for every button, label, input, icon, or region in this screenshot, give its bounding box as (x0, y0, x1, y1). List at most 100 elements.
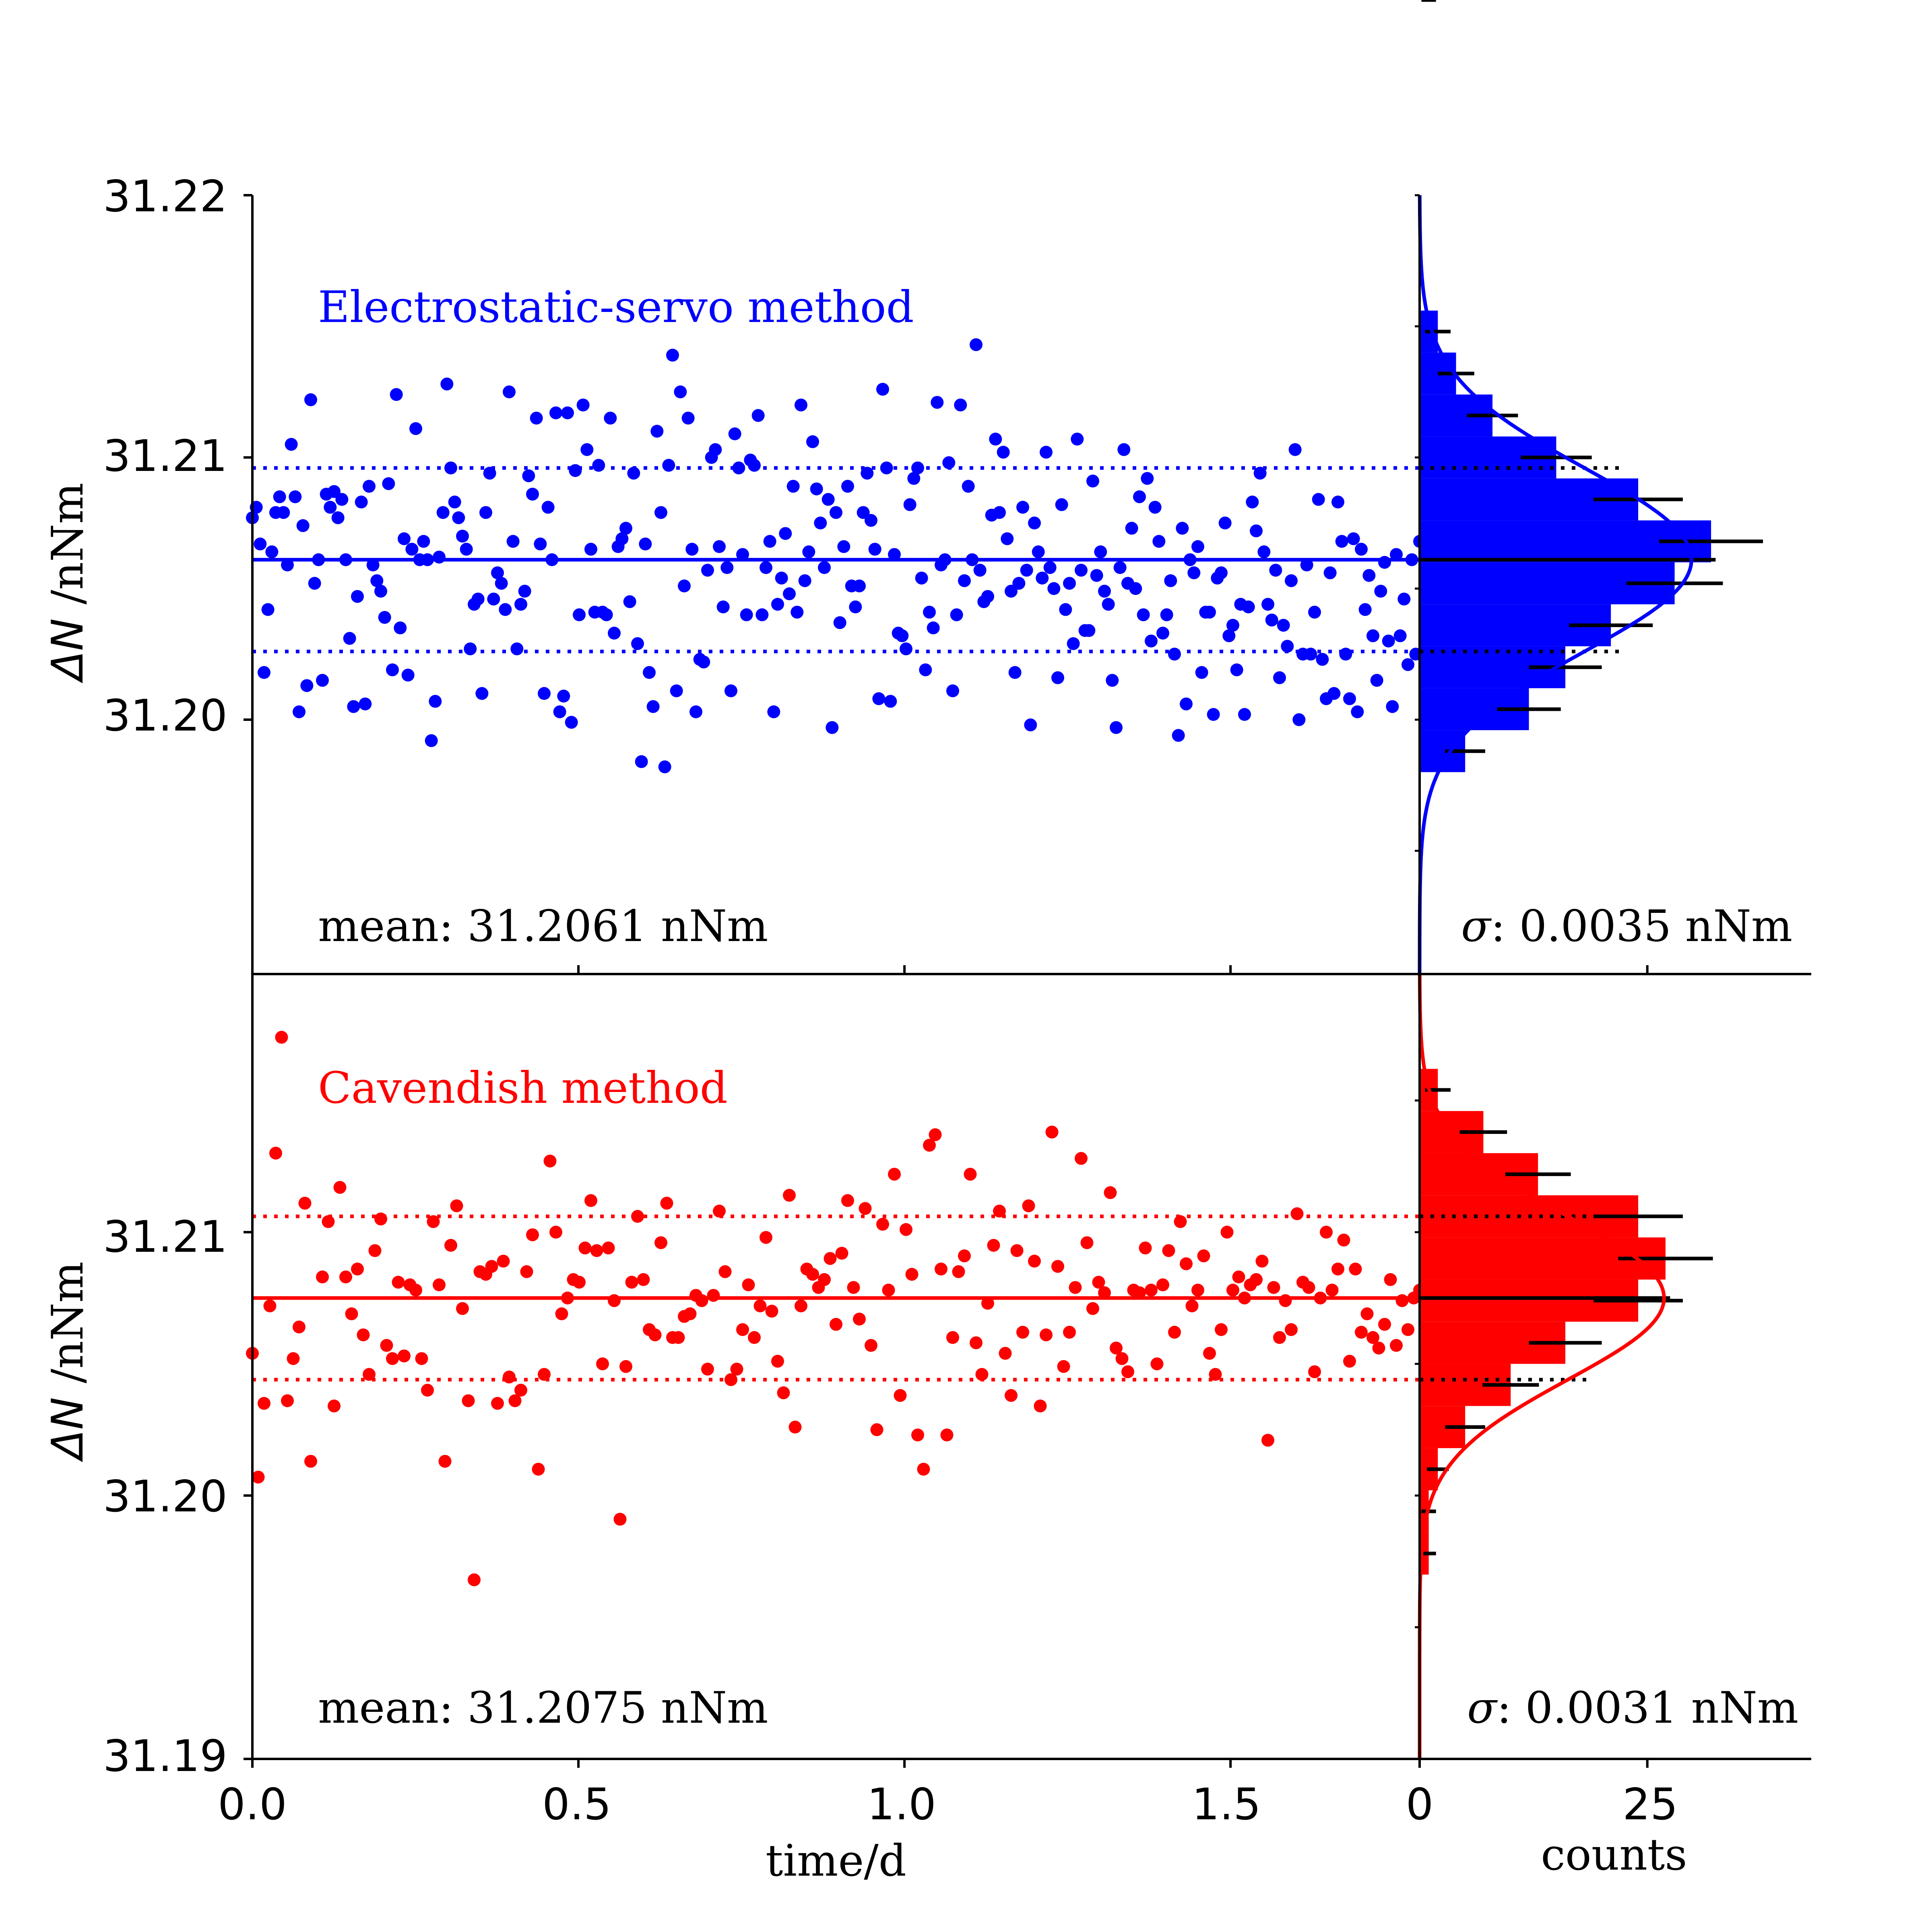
bottom-data-point (269, 1146, 282, 1160)
top-data-point (363, 480, 376, 493)
top-data-point (1125, 522, 1138, 535)
bottom-data-point (958, 1249, 971, 1263)
top-data-point (763, 535, 776, 548)
top-data-point (615, 532, 629, 545)
top-data-point (818, 561, 831, 574)
bottom-data-point (287, 1352, 300, 1365)
bottom-data-point (777, 1386, 790, 1399)
bottom-data-point (859, 1202, 872, 1215)
bottom-data-point (450, 1199, 463, 1212)
bottom-data-point (1022, 1199, 1035, 1212)
bottom-data-point (1390, 1339, 1403, 1352)
top-data-point (304, 393, 317, 407)
top-data-point (1374, 584, 1387, 598)
top-data-point (872, 692, 886, 705)
top-data-point (378, 611, 391, 624)
bottom-data-point (894, 1389, 907, 1402)
top-data-point (795, 398, 807, 412)
top-data-point (452, 511, 465, 524)
bottom-data-point (613, 1513, 627, 1526)
top-data-point (1020, 564, 1033, 577)
top-data-point (335, 493, 349, 506)
bottom-data-point (328, 1399, 341, 1413)
xtick-0.5: 0.5 (542, 1779, 611, 1830)
hist-xtick-0: 0 (1406, 1779, 1434, 1830)
top-data-point (600, 608, 613, 621)
top-data-point (810, 482, 823, 495)
bottom-data-point (293, 1320, 305, 1333)
top-data-point (1032, 545, 1045, 559)
bottom-data-point (1209, 1368, 1222, 1381)
top-data-point (865, 514, 877, 527)
top-data-point (425, 734, 438, 747)
bottom-data-point (748, 1331, 761, 1344)
bottom-data-point (765, 1305, 778, 1318)
top-data-point (646, 700, 660, 713)
bottom-data-point (462, 1394, 475, 1408)
bottom-data-point (824, 1252, 837, 1265)
bottom-data-point (888, 1168, 901, 1181)
top-data-point (1176, 522, 1189, 535)
xtick-1.0: 1.0 (867, 1779, 936, 1830)
bottom-data-point (1010, 1244, 1024, 1257)
top-data-point (1257, 545, 1271, 559)
top-data-point (689, 705, 702, 718)
top-data-point (495, 577, 508, 590)
top-data-point (1343, 692, 1356, 705)
top-data-point (347, 700, 360, 713)
top-data-point (351, 590, 364, 603)
bottom-data-point (549, 1226, 562, 1239)
bottom-data-point (444, 1238, 457, 1252)
bottom-histogram (1415, 0, 1713, 1760)
bottom-data-point (713, 1204, 726, 1218)
bottom-data-point (1034, 1399, 1047, 1413)
top-data-point (1269, 564, 1282, 577)
bottom-data-point (386, 1352, 399, 1365)
hist-xtick-25: 25 (1622, 1779, 1678, 1830)
top-data-point (973, 564, 987, 577)
top-data-point (1281, 640, 1294, 653)
top-data-point (1230, 663, 1243, 677)
top-data-point (1040, 446, 1053, 459)
top-data-point (635, 755, 648, 768)
bottom-data-point (1063, 1325, 1076, 1339)
bottom-data-point (1366, 1331, 1379, 1344)
bottom-data-point (438, 1455, 452, 1468)
top-data-point (514, 598, 527, 611)
bottom-data-point (258, 1397, 270, 1410)
top-data-point (658, 760, 671, 774)
top-data-point (1001, 532, 1014, 545)
top-data-point (1113, 561, 1127, 574)
top-data-point (285, 438, 298, 451)
top-data-point (876, 383, 889, 396)
top-data-point (1347, 532, 1360, 545)
top-data-point (1024, 718, 1037, 732)
bottom-data-point (1320, 1226, 1333, 1239)
top-data-point (1370, 674, 1383, 687)
bottom-data-point (1092, 1276, 1105, 1289)
bottom-data-point (433, 1278, 446, 1292)
top-data-point (1308, 605, 1321, 619)
top-data-point (631, 637, 644, 650)
bottom-data-point (1145, 1284, 1158, 1297)
top-data-point (1075, 564, 1088, 577)
top-histogram (1415, 194, 1763, 974)
bottom-data-point (608, 1294, 621, 1307)
bottom-y-axis-title: ΔN /nNm (43, 1261, 93, 1462)
bottom-method-label: Cavendish method (318, 1063, 728, 1113)
top-data-point (530, 411, 543, 425)
bottom-data-point (514, 1383, 527, 1397)
top-data-point (1312, 493, 1325, 506)
bottom-data-point (654, 1236, 667, 1249)
top-data-point (460, 543, 473, 556)
top-data-point (1164, 574, 1177, 587)
top-data-point (308, 577, 321, 590)
bottom-data-point (1337, 1233, 1350, 1247)
top-data-point (1005, 584, 1018, 598)
bottom-data-point (882, 1284, 895, 1297)
top-data-point (456, 529, 469, 543)
bottom-data-point (316, 1270, 329, 1284)
top-data-point (1016, 501, 1029, 514)
top-data-point (1008, 666, 1022, 679)
top-data-point (1102, 598, 1115, 611)
